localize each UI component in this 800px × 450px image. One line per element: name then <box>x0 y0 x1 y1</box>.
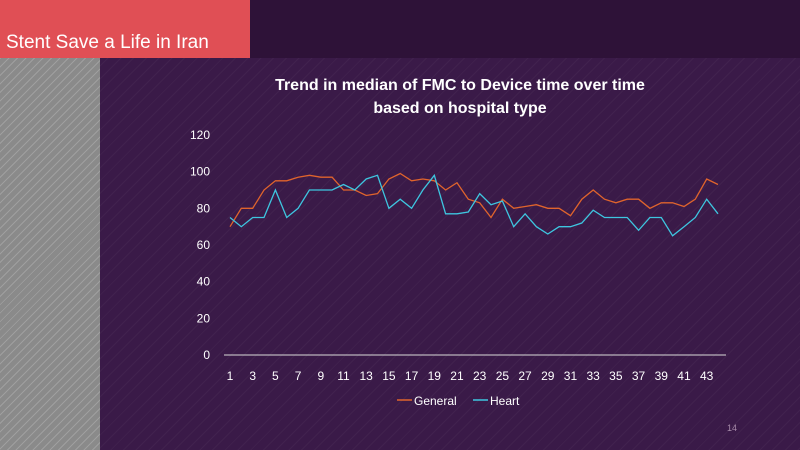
y-tick-label: 0 <box>203 348 210 362</box>
x-tick-label: 7 <box>295 369 302 383</box>
x-tick-label: 11 <box>337 369 350 383</box>
x-tick-label: 15 <box>382 369 396 383</box>
page-number: 14 <box>727 423 738 433</box>
x-tick-label: 23 <box>473 369 487 383</box>
y-tick-label: 80 <box>197 201 211 215</box>
legend-label-heart: Heart <box>490 394 520 408</box>
x-tick-label: 41 <box>677 369 691 383</box>
x-tick-label: 9 <box>317 369 324 383</box>
x-tick-label: 17 <box>405 369 419 383</box>
x-tick-label: 33 <box>586 369 600 383</box>
x-tick-label: 13 <box>360 369 374 383</box>
x-tick-label: 21 <box>450 369 464 383</box>
x-tick-label: 31 <box>564 369 578 383</box>
y-tick-label: 60 <box>197 238 211 252</box>
x-tick-label: 3 <box>249 369 256 383</box>
header-title: Stent Save a Life in Iran <box>0 0 250 58</box>
chart-title-line-1: Trend in median of FMC to Device time ov… <box>275 77 645 94</box>
y-tick-label: 100 <box>190 165 210 179</box>
chart-title-line-2: based on hospital type <box>373 100 547 117</box>
x-tick-label: 35 <box>609 369 623 383</box>
x-tick-label: 27 <box>518 369 532 383</box>
x-tick-label: 1 <box>227 369 234 383</box>
legend-label-general: General <box>414 394 457 408</box>
y-tick-label: 120 <box>190 128 210 142</box>
y-tick-label: 40 <box>197 275 211 289</box>
x-tick-label: 43 <box>700 369 714 383</box>
y-tick-label: 20 <box>197 311 211 325</box>
left-decorative-panel <box>0 58 100 450</box>
x-tick-label: 37 <box>632 369 646 383</box>
x-tick-label: 5 <box>272 369 279 383</box>
x-tick-label: 19 <box>428 369 442 383</box>
x-tick-label: 29 <box>541 369 555 383</box>
x-tick-label: 25 <box>496 369 510 383</box>
series-line-general <box>229 172 719 228</box>
chart-title: Trend in median of FMC to Device time ov… <box>200 74 720 120</box>
series-line-heart <box>229 173 719 237</box>
x-tick-label: 39 <box>655 369 669 383</box>
